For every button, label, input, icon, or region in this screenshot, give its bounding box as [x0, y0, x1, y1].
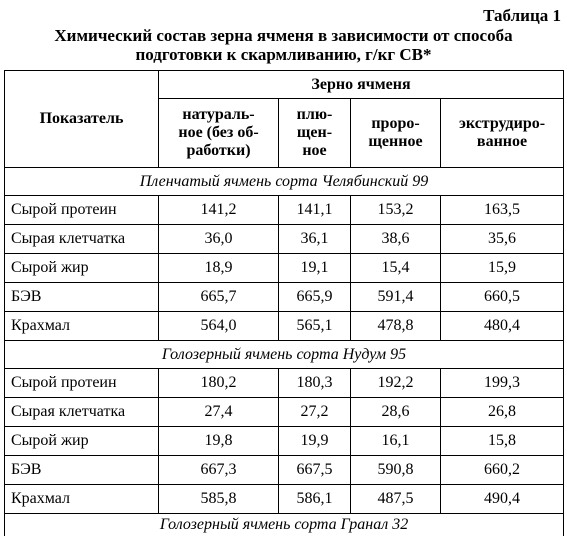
- section-header-row: Пленчатый ячмень сорта Челябинский 99: [3, 167, 565, 196]
- value-cell: 590,8: [350, 455, 441, 485]
- value-cell: 180,3: [278, 368, 351, 398]
- indicator-header: Показатель: [4, 70, 159, 168]
- value-cell: 478,8: [350, 311, 441, 341]
- composition-table: Показатель Зерно ячменя натураль- ное (б…: [3, 70, 565, 536]
- value-cell: 18,9: [158, 253, 279, 283]
- header-line: щен-: [296, 124, 333, 141]
- header-line: натураль-: [182, 106, 255, 123]
- indicator-name-cell: Сырой жир: [4, 253, 159, 283]
- header-line: работки): [186, 142, 251, 159]
- value-cell: 15,9: [439, 253, 565, 283]
- indicator-name-cell: Крахмал: [4, 311, 159, 341]
- indicator-name-cell: БЭВ: [4, 455, 159, 485]
- indicator-name-cell: БЭВ: [4, 282, 159, 312]
- indicator-name-cell: Сырая клетчатка: [4, 224, 159, 254]
- value-cell: 36,1: [278, 224, 351, 254]
- header-line: щенное: [368, 133, 423, 150]
- section-title: Пленчатый ячмень сорта Челябинский 99: [3, 167, 565, 196]
- header-line: ное: [302, 142, 327, 159]
- value-cell: 36,0: [158, 224, 279, 254]
- value-cell: 490,4: [439, 484, 565, 514]
- indicator-name-cell: Сырая клетчатка: [4, 397, 159, 427]
- header-line: ное (без об-: [178, 124, 259, 141]
- header-line: проро-: [371, 115, 420, 132]
- header-line: плю-: [296, 106, 333, 123]
- value-cell: 660,5: [439, 282, 565, 312]
- value-cell: 16,1: [350, 426, 441, 456]
- table-header: Показатель Зерно ячменя натураль- ное (б…: [4, 70, 565, 168]
- value-cell: 192,2: [350, 368, 441, 398]
- column-header-sprouted: проро- щенное: [350, 98, 441, 168]
- value-cell: 565,1: [278, 311, 351, 341]
- table-row: Сырая клетчатка 27,4 27,2 28,6 26,8: [4, 397, 565, 427]
- value-cell: 15,8: [439, 426, 565, 456]
- value-cell: 199,3: [439, 368, 565, 398]
- value-cell: 487,5: [350, 484, 441, 514]
- value-cell: 665,9: [278, 282, 351, 312]
- value-cell: 19,9: [278, 426, 351, 456]
- caption-line-2: подготовки к скармливанию, г/кг СВ*: [135, 45, 432, 64]
- value-cell: 585,8: [158, 484, 279, 514]
- value-cell: 15,4: [350, 253, 441, 283]
- value-cell: 665,7: [158, 282, 279, 312]
- table-caption: Химический состав зерна ячменя в зависим…: [0, 26, 567, 64]
- table-row: Сырой протеин 180,2 180,3 192,2 199,3: [4, 368, 565, 398]
- header-line: экструдиро-: [458, 115, 546, 132]
- value-cell: 667,3: [158, 455, 279, 485]
- table-body: Пленчатый ячмень сорта Челябинский 99 Сыр…: [3, 167, 565, 536]
- table-row: Сырой жир 19,8 19,9 16,1 15,8: [4, 426, 565, 456]
- table-row: Крахмал 564,0 565,1 478,8 480,4: [4, 311, 565, 341]
- table-row: Сырой протеин 141,2 141,1 153,2 163,5: [4, 195, 565, 225]
- value-cell: 591,4: [350, 282, 441, 312]
- value-cell: 141,1: [278, 195, 351, 225]
- column-header-natural: натураль- ное (без об- работки): [158, 98, 279, 168]
- value-cell: 27,4: [158, 397, 279, 427]
- table-row: Крахмал 585,8 586,1 487,5 490,4: [4, 484, 565, 514]
- indicator-name-cell: Сырой протеин: [4, 368, 159, 398]
- value-cell: 180,2: [158, 368, 279, 398]
- value-cell: 153,2: [350, 195, 441, 225]
- grain-group-header: Зерно ячменя: [157, 70, 565, 99]
- column-header-flattened: плю- щен- ное: [278, 98, 351, 168]
- value-cell: 27,2: [278, 397, 351, 427]
- indicator-name-cell: Сырой жир: [4, 426, 159, 456]
- value-cell: 163,5: [439, 195, 565, 225]
- value-cell: 26,8: [439, 397, 565, 427]
- value-cell: 586,1: [278, 484, 351, 514]
- value-cell: 667,5: [278, 455, 351, 485]
- section-title: Голозерный ячмень сорта Нудум 95: [3, 340, 565, 369]
- column-header-extruded: экструдиро- ванное: [439, 98, 565, 168]
- value-cell: 35,6: [439, 224, 565, 254]
- value-cell: 19,8: [158, 426, 279, 456]
- value-cell: 564,0: [158, 311, 279, 341]
- table-number-label: Таблица 1: [483, 6, 561, 25]
- value-cell: 38,6: [350, 224, 441, 254]
- value-cell: 19,1: [278, 253, 351, 283]
- table-row: Сырая клетчатка 36,0 36,1 38,6 35,6: [4, 224, 565, 254]
- caption-line-1: Химический состав зерна ячменя в зависим…: [54, 26, 513, 45]
- table-row: БЭВ 665,7 665,9 591,4 660,5: [4, 282, 565, 312]
- value-cell: 28,6: [350, 397, 441, 427]
- section-title: Голозерный ячмень сорта Гранал 32: [3, 513, 565, 536]
- table-row: БЭВ 667,3 667,5 590,8 660,2: [4, 455, 565, 485]
- value-cell: 480,4: [439, 311, 565, 341]
- table-row: Сырой жир 18,9 19,1 15,4 15,9: [4, 253, 565, 283]
- value-cell: 141,2: [158, 195, 279, 225]
- indicator-name-cell: Сырой протеин: [4, 195, 159, 225]
- section-header-row: Голозерный ячмень сорта Гранал 32: [3, 513, 565, 536]
- value-cell: 660,2: [439, 455, 565, 485]
- section-header-row: Голозерный ячмень сорта Нудум 95: [3, 340, 565, 369]
- indicator-name-cell: Крахмал: [4, 484, 159, 514]
- header-line: ванное: [476, 133, 528, 150]
